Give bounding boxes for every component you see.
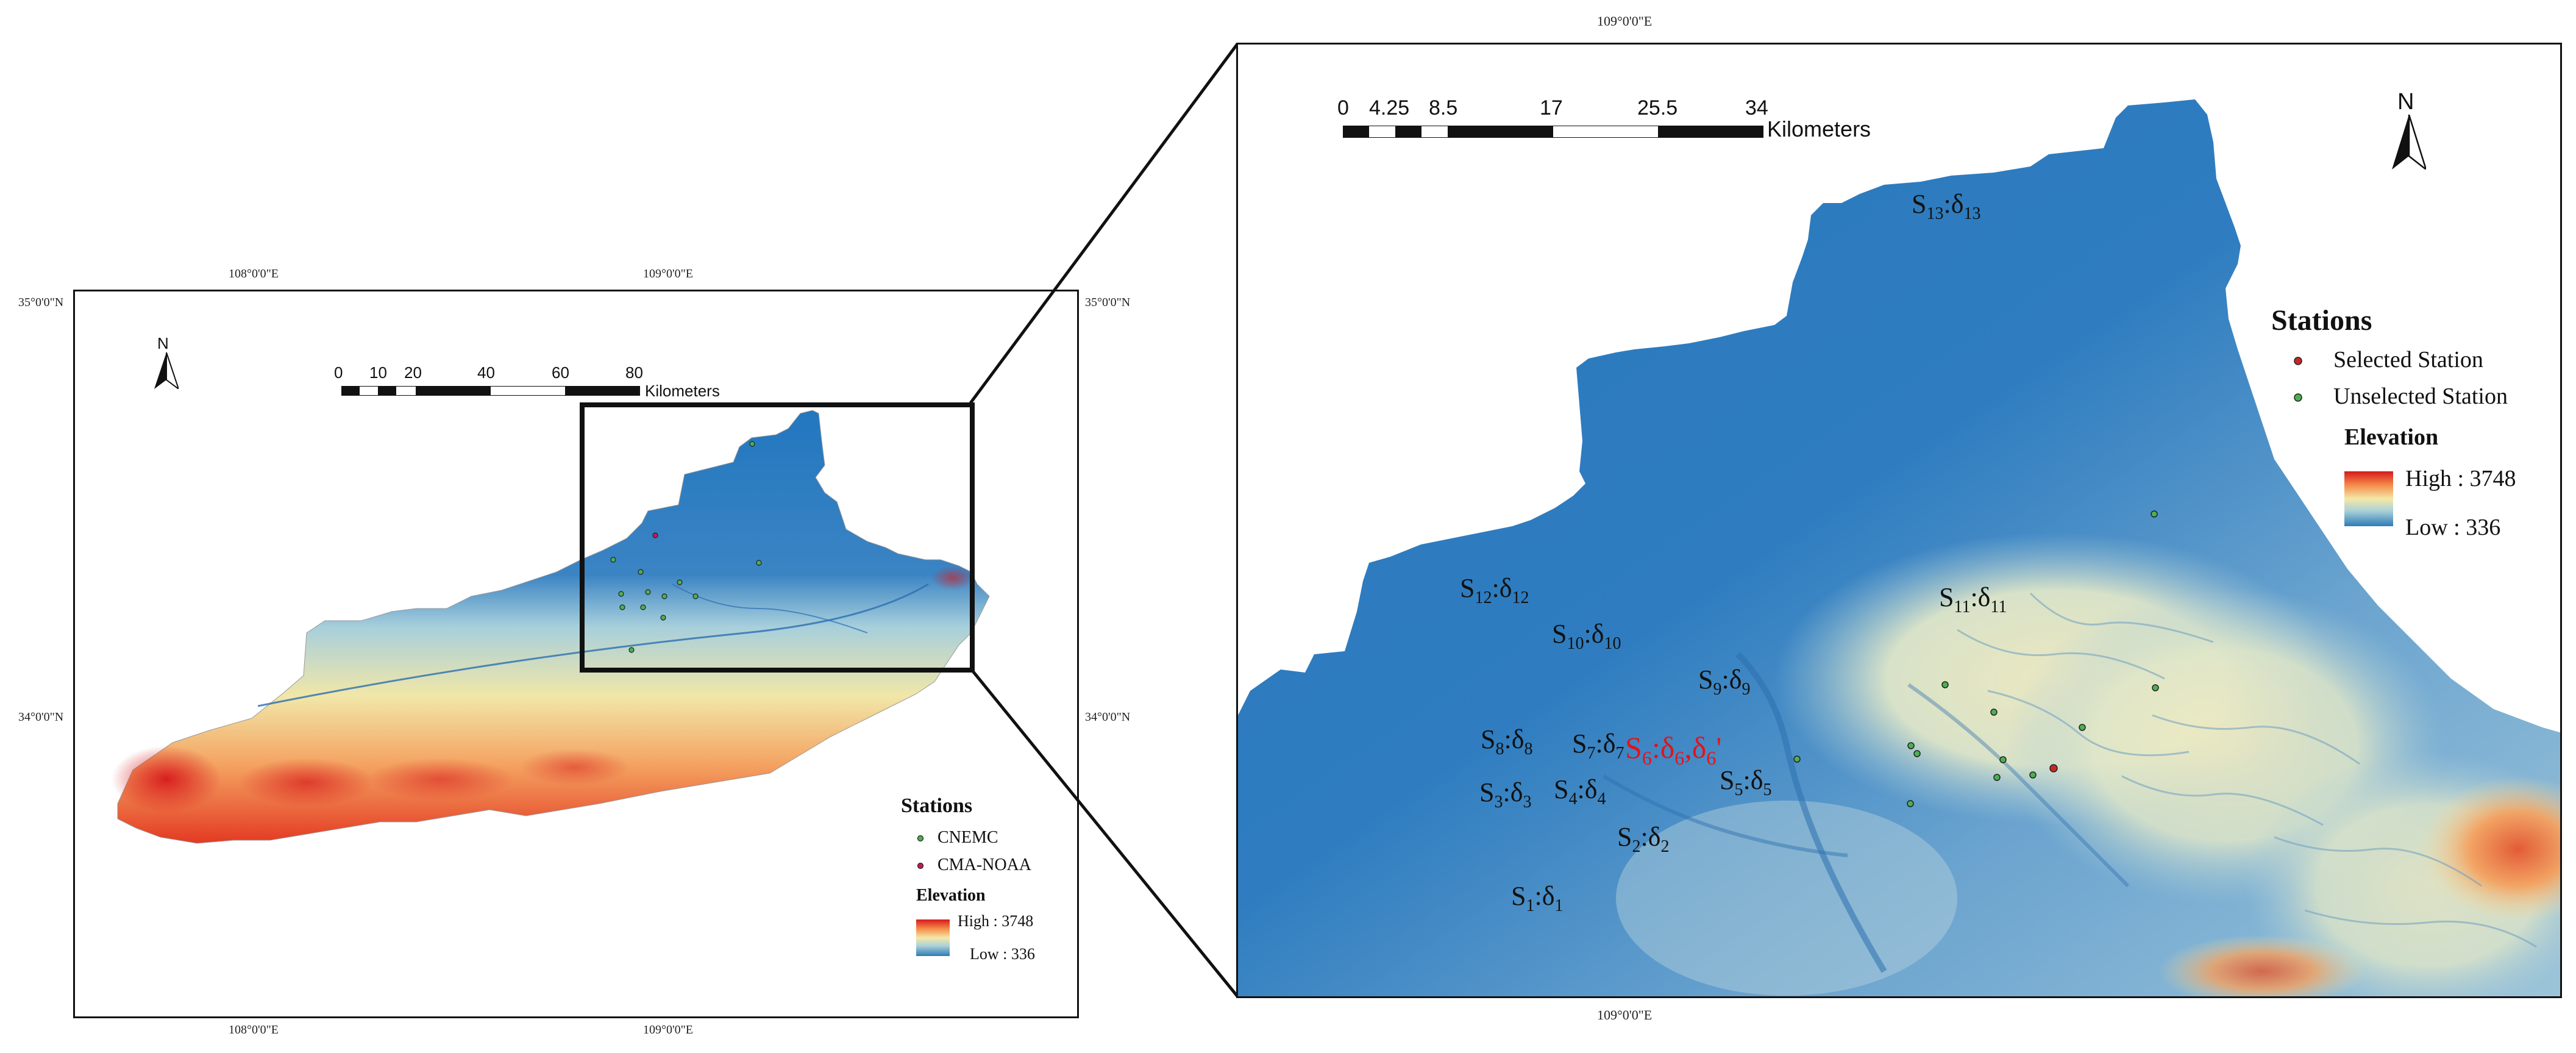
detail-north-arrow-icon	[2392, 115, 2426, 170]
ov-scale-10: 10	[369, 363, 387, 382]
dt-legend-unselected-dot	[2294, 393, 2302, 402]
overview-top-lon-108: 108°0'0"E	[229, 267, 279, 280]
ov-scale-0: 0	[334, 363, 343, 382]
dt-scale-unit: Kilometers	[1767, 116, 1871, 141]
dt-scale-425: 4.25	[1369, 96, 1410, 120]
detail-bottom-lon: 109°0'0"E	[1597, 1007, 1653, 1023]
detail-stations	[1793, 510, 2159, 807]
station-label-s11: S11:δ11	[1939, 582, 2007, 616]
dt-scale-34: 34	[1745, 96, 1768, 120]
overview-north-label: N	[157, 334, 169, 352]
ov-elevation-low: Low : 336	[970, 945, 1035, 963]
ov-scale-20: 20	[404, 363, 422, 382]
dt-legend-unselected: Unselected Station	[2333, 384, 2508, 409]
ov-scale-80: 80	[625, 363, 643, 382]
overview-left-lat-34: 34°0'0"N	[18, 710, 64, 724]
ov-legend-cnemc-dot	[917, 835, 924, 842]
ov-elevation-ramp	[916, 919, 950, 956]
overview-frame: N 0 10 20 40 60 80 Kilometers Stations	[73, 290, 1079, 1018]
overview-right-lat-35: 35°0'0"N	[1085, 296, 1131, 309]
station-label-s8: S8:δ8	[1481, 724, 1533, 759]
station-label-s4: S4:δ4	[1554, 774, 1606, 808]
station-label-s2: S2:δ2	[1617, 822, 1670, 856]
dt-legend-selected-dot	[2294, 357, 2302, 365]
overview-stations	[610, 441, 762, 653]
station-label-s6-selected: S6:δ6,δ6'	[1625, 730, 1722, 769]
station-label-s1: S1:δ1	[1511, 881, 1564, 915]
detail-frame: S1:δ1 S2:δ2 S3:δ3 S4:δ4 S5:δ5 S6:δ6,δ6' …	[1236, 43, 2562, 998]
dt-legend-elevation: Elevation	[2344, 424, 2439, 450]
ov-scale-60: 60	[552, 363, 569, 382]
dt-legend-selected: Selected Station	[2333, 347, 2483, 373]
station-label-s5: S5:δ5	[1720, 765, 1772, 799]
overview-bottom-lon-109: 109°0'0"E	[643, 1023, 693, 1037]
overview-bottom-lon-108: 108°0'0"E	[229, 1023, 279, 1037]
overview-left-lat-35: 35°0'0"N	[18, 296, 64, 309]
dt-scale-0: 0	[1337, 96, 1349, 120]
station-label-s3: S3:δ3	[1479, 777, 1532, 812]
dt-legend-title: Stations	[2271, 304, 2372, 337]
dt-elevation-low: Low : 336	[2405, 515, 2501, 540]
dt-elevation-high: High : 3748	[2405, 466, 2516, 491]
detail-terrain	[1238, 99, 2560, 996]
ov-scale-40: 40	[477, 363, 495, 382]
dt-elevation-ramp	[2344, 471, 2393, 526]
ov-scale-unit: Kilometers	[645, 382, 720, 400]
dt-scale-255: 25.5	[1637, 96, 1678, 120]
dt-scale-85: 8.5	[1429, 96, 1458, 120]
ov-legend-elevation: Elevation	[916, 886, 986, 905]
station-label-s10: S10:δ10	[1552, 619, 1621, 653]
detail-top-lon: 109°0'0"E	[1597, 13, 1653, 29]
overview-north-arrow-icon	[154, 352, 179, 389]
ov-legend-cmanoaa-dot	[917, 862, 924, 869]
overview-right-lat-34: 34°0'0"N	[1085, 710, 1131, 724]
station-label-s7: S7:δ7	[1572, 729, 1624, 763]
ov-elevation-high: High : 3748	[958, 912, 1034, 930]
overview-terrain	[112, 402, 990, 844]
dt-scale-17: 17	[1540, 96, 1563, 120]
ov-legend-title: Stations	[901, 794, 973, 817]
station-label-s13: S13:δ13	[1912, 189, 1981, 223]
overview-top-lon-109: 109°0'0"E	[643, 267, 693, 280]
station-label-s9: S9:δ9	[1698, 665, 1751, 699]
station-label-s12: S12:δ12	[1460, 573, 1529, 607]
detail-north-label: N	[2397, 89, 2414, 115]
ov-legend-cmanoaa: CMA-NOAA	[938, 855, 1031, 874]
ov-legend-cnemc: CNEMC	[938, 828, 998, 847]
